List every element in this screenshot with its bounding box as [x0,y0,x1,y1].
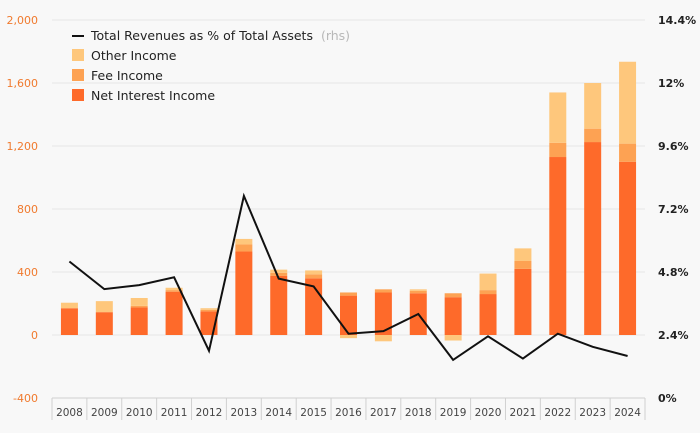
fee-income-bar [444,293,462,298]
right-tick-label: 7.2% [658,203,689,216]
left-tick-label: 400 [17,266,38,279]
bars-group [60,61,637,342]
other-income-bar [200,308,218,310]
legend-other-income-label: Other Income [91,48,177,63]
other-income-bar [549,92,567,143]
legend-fee-income-label: Fee Income [91,68,163,83]
fee-income-bar [514,260,532,269]
other-income-bar [60,302,78,309]
right-axis: 0% 2.4% 4.8% 7.2% 9.6% 12% 14.4% [658,14,696,405]
left-tick-label: 1,600 [7,77,39,90]
x-tick-label: 2021 [510,407,537,419]
fee-income-bar [305,274,323,279]
other-income-bar [479,273,497,291]
other-income-bar [444,335,462,341]
fee-income-bar [374,289,392,293]
revenue-pct-line [68,192,628,362]
net-interest-income-bar [584,142,602,335]
x-tick-label: 2016 [335,407,362,419]
right-tick-label: 2.4% [658,329,689,342]
other-income-bar [95,301,113,313]
net-interest-income-bar [444,297,462,335]
right-tick-label: 0% [658,392,677,405]
legend-line-suffix: (rhs) [321,28,350,43]
other-income-bar [305,270,323,275]
net-interest-income-bar [270,275,288,335]
net-interest-income-bar [165,291,183,335]
other-income-bar [374,335,392,342]
x-tick-label: 2024 [614,407,641,419]
x-tick-label: 2023 [579,407,606,419]
other-income-bar [130,297,148,306]
net-interest-income-bar [514,268,532,335]
x-tick-label: 2011 [161,407,188,419]
x-tick-label: 2008 [56,407,83,419]
other-income-bar [619,61,637,144]
left-tick-label: 1,200 [7,140,39,153]
net-interest-income-bar [235,251,253,335]
net-interest-income-bar [374,292,392,335]
net-interest-income-bar [340,295,357,335]
fee-income-bar [584,128,602,143]
legend-net-interest-income-swatch [72,89,84,101]
fee-income-bar [270,272,288,276]
x-tick-label: 2010 [126,407,153,419]
x-tick-label: 2017 [370,407,397,419]
right-tick-label: 14.4% [658,14,696,27]
fee-income-bar [165,290,183,292]
left-tick-label: 0 [31,329,38,342]
x-tick-label: 2020 [475,407,502,419]
left-tick-label: 2,000 [7,14,39,27]
right-tick-label: 9.6% [658,140,689,153]
net-interest-income-bar [549,157,567,335]
left-tick-label: -400 [13,392,38,405]
net-interest-income-bar [479,294,497,335]
other-income-bar [270,269,288,273]
fee-income-bar [130,305,148,308]
other-income-bar [514,248,532,261]
left-tick-label: 800 [17,203,38,216]
right-tick-label: 12% [658,77,684,90]
fee-income-bar [479,290,497,295]
legend-line-name: Total Revenues as % of Total Assets [90,28,313,43]
legend-other-income-swatch [72,49,84,61]
x-axis: 2008 2009 2010 2011 2012 2013 2014 2015 2016 2017… [51,397,646,420]
x-tick-label: 2013 [230,407,257,419]
fee-income-bar [619,143,637,162]
other-income-bar [165,287,183,291]
other-income-bar [584,83,602,129]
line-series-group [68,192,628,362]
legend-fee-income-swatch [72,69,84,81]
fee-income-bar [235,244,253,252]
net-interest-income-bar [60,308,78,335]
x-tick-label: 2015 [300,407,327,419]
fee-income-bar [549,142,567,158]
x-tick-label: 2009 [91,407,118,419]
x-tick-label: 2019 [440,407,467,419]
x-tick-label: 2014 [265,407,292,419]
legend-line-label: Total Revenues as % of Total Assets (rhs… [90,28,350,43]
net-interest-income-bar [130,307,148,335]
x-tick-label: 2012 [196,407,223,419]
other-income-bar [340,335,357,339]
gridlines [52,19,645,399]
net-interest-income-bar [95,312,113,335]
fee-income-bar [340,292,357,296]
legend: Total Revenues as % of Total Assets (rhs… [72,28,350,103]
fee-income-bar [200,309,218,312]
x-tick-label: 2022 [544,407,571,419]
right-tick-label: 4.8% [658,266,689,279]
net-interest-income-bar [619,161,637,335]
other-income-bar [409,289,427,291]
legend-net-interest-income-label: Net Interest Income [91,88,215,103]
left-axis: -400 0 400 800 1,200 1,600 2,000 [7,14,39,405]
fee-income-bar [409,290,427,294]
x-tick-label: 2018 [405,407,432,419]
other-income-bar [235,238,253,245]
